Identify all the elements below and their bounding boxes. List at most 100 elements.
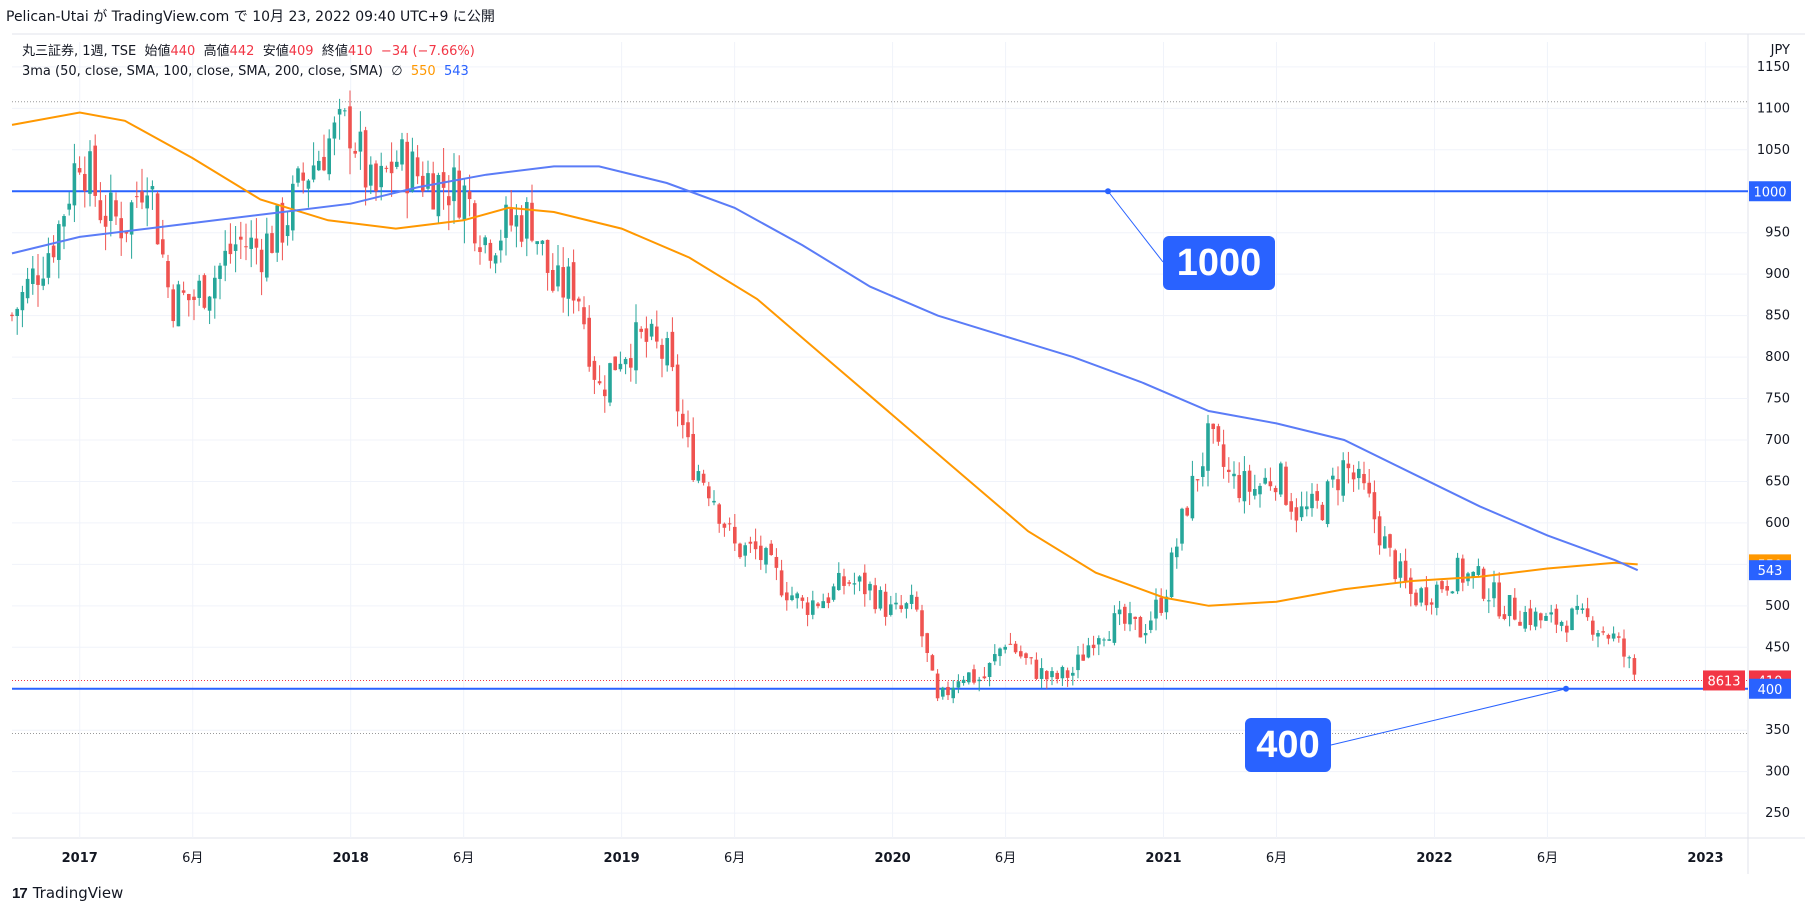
candle-body <box>1175 546 1179 558</box>
candle-body <box>1513 597 1517 620</box>
candle-body <box>1086 645 1091 658</box>
candle-body <box>1331 475 1335 480</box>
candle-body <box>748 541 753 544</box>
candle-body <box>701 473 706 483</box>
candle-body <box>187 294 191 301</box>
candle-body <box>197 280 201 298</box>
candle-body <box>831 586 836 600</box>
candle-body <box>259 249 264 273</box>
candle-body <box>1580 608 1585 610</box>
candle-body <box>1117 609 1122 615</box>
candle-body <box>337 109 342 115</box>
candle-body <box>639 328 643 332</box>
candle-body <box>1575 605 1579 610</box>
candle-body <box>145 195 149 209</box>
candle-body <box>909 594 914 604</box>
candle-body <box>1237 475 1241 499</box>
price-badge <box>1749 560 1791 581</box>
tradingview-brand[interactable]: TradingView <box>32 884 124 902</box>
candle-body <box>395 161 399 167</box>
candle-body <box>275 205 279 253</box>
candle-body <box>1455 557 1460 592</box>
time-tick-label: 2020 <box>874 851 910 866</box>
price-tick-label: 450 <box>1765 640 1790 655</box>
candle-body <box>1377 516 1382 546</box>
volume-badge-label: 8613 <box>1707 674 1740 689</box>
candle-body <box>1518 621 1522 626</box>
candle-body <box>400 139 404 165</box>
candle-body <box>779 570 784 596</box>
candle-body <box>1154 599 1158 619</box>
candle-body <box>1097 638 1101 645</box>
candle-body <box>415 157 420 177</box>
candle-body <box>1102 639 1106 641</box>
candle-body <box>1039 668 1044 679</box>
footer: 17 TradingView <box>12 884 123 902</box>
candle-body <box>410 151 415 192</box>
candle-body <box>826 597 831 604</box>
candle-body <box>426 173 430 189</box>
candle-body <box>961 679 966 684</box>
price-tick-label: 900 <box>1765 267 1790 282</box>
candle-body <box>363 130 368 188</box>
candle-body <box>816 603 820 607</box>
candle-body <box>467 191 472 200</box>
high-label: 高値 <box>203 44 230 59</box>
ma200-value: 543 <box>443 64 469 79</box>
candle-body <box>249 237 253 249</box>
candle-body <box>691 433 695 481</box>
candle-body <box>566 266 571 299</box>
candle-body <box>20 291 25 311</box>
candle-body <box>675 364 680 412</box>
candle-body <box>1445 586 1449 591</box>
candle-body <box>1357 468 1361 479</box>
candle-body <box>41 278 45 286</box>
candle-body <box>379 165 383 188</box>
candle-body <box>696 471 701 481</box>
candle-body <box>1611 633 1616 639</box>
candle-body <box>920 610 924 637</box>
candle-body <box>155 193 160 245</box>
candle-body <box>1123 606 1127 624</box>
candle-body <box>83 173 87 191</box>
candle-body <box>1351 472 1356 480</box>
callout-400[interactable]: 400 <box>1245 718 1331 772</box>
candle-body <box>608 363 612 403</box>
callout-1000[interactable]: 1000 <box>1163 236 1275 290</box>
candle-body <box>525 202 529 239</box>
candle-body <box>1169 552 1174 597</box>
candle-body <box>655 326 659 342</box>
candle-body <box>951 687 955 699</box>
candle-body <box>1242 471 1247 502</box>
price-chart[interactable]: 1150 1100 1050 1000 950 900 850 800 750 700 650 600… <box>0 0 1817 874</box>
candle-body <box>1539 613 1543 621</box>
candle-body <box>166 261 170 288</box>
candle-body <box>1606 634 1611 639</box>
candle-body <box>998 648 1002 657</box>
price-tick-label: 600 <box>1765 516 1790 531</box>
candle-body <box>1388 534 1392 548</box>
candle-body <box>488 242 493 261</box>
callout-1000-anchor <box>1105 188 1111 195</box>
candle-body <box>285 225 290 237</box>
tradingview-logo-icon[interactable]: 17 <box>12 884 28 902</box>
candle-body <box>1419 588 1423 603</box>
candle-body <box>1549 612 1553 615</box>
candle-body <box>571 262 576 301</box>
currency-label: JPY <box>1770 43 1790 58</box>
indicator-row[interactable]: 3ma (50, close, SMA, 100, close, SMA, 20… <box>22 62 475 82</box>
candle-body <box>1019 651 1023 657</box>
candle-body <box>1481 568 1486 599</box>
candle-body <box>842 576 846 586</box>
candle-body <box>436 174 441 217</box>
candle-body <box>405 141 409 194</box>
candle-body <box>228 243 233 255</box>
low-label: 安値 <box>262 44 289 59</box>
candle-body <box>1367 482 1371 494</box>
candle-body <box>1232 473 1236 477</box>
candle-body <box>1211 423 1215 430</box>
time-tick-label: 2021 <box>1145 851 1181 866</box>
candle-body <box>1263 477 1267 484</box>
candle-body <box>483 237 487 246</box>
candle-body <box>1362 473 1366 484</box>
